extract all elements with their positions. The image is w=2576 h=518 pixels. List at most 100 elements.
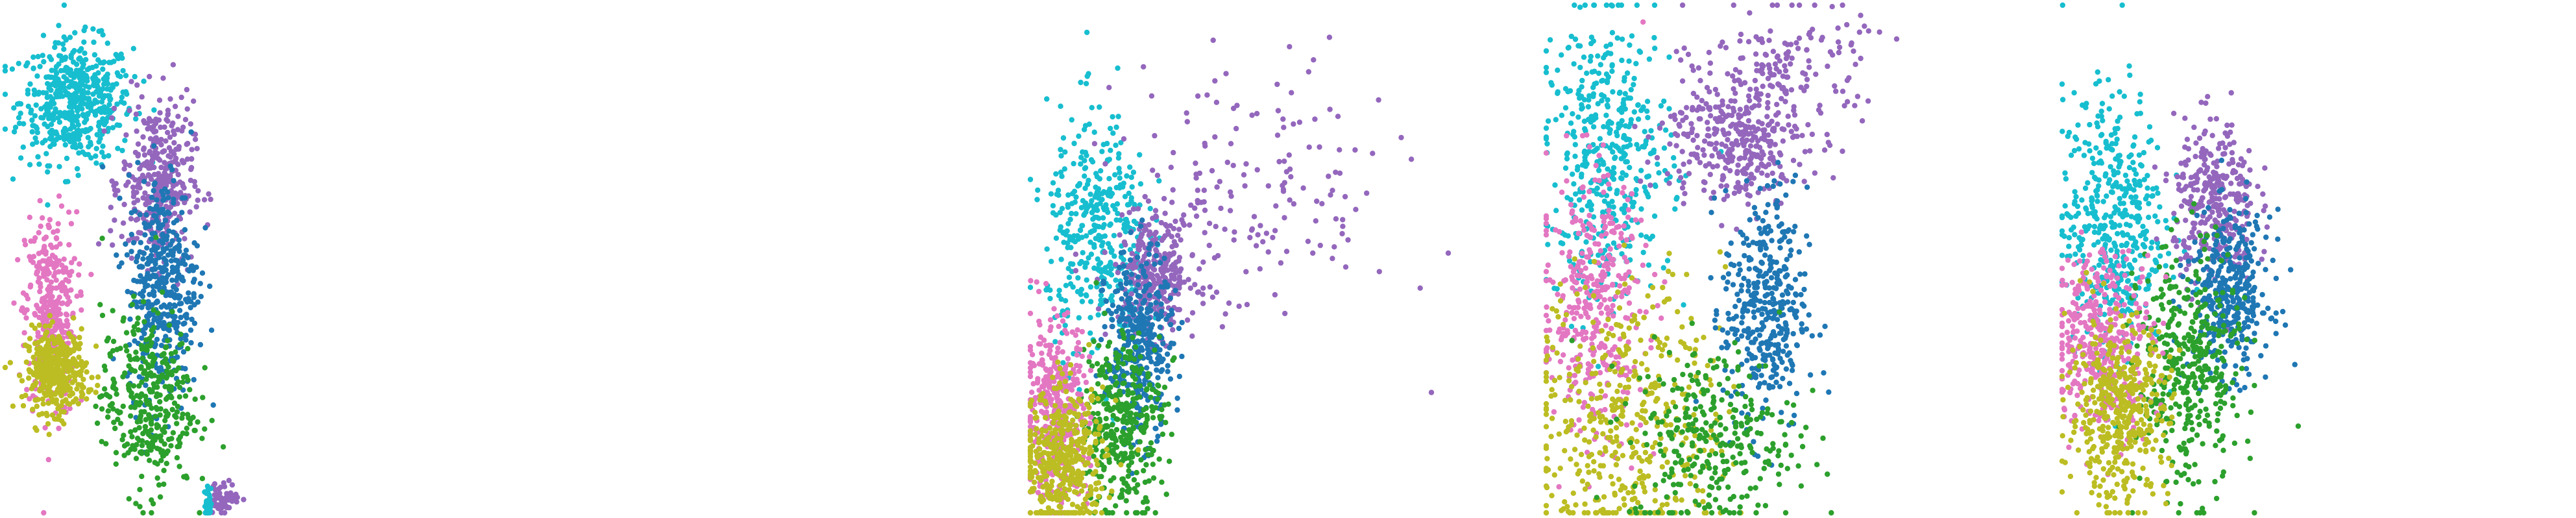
point	[106, 60, 112, 66]
point	[1109, 190, 1115, 197]
point	[1111, 442, 1117, 448]
point	[1127, 454, 1134, 460]
point	[26, 344, 32, 350]
point	[1408, 156, 1415, 162]
point	[140, 299, 147, 304]
point	[1071, 160, 1076, 167]
point	[41, 510, 47, 516]
point	[61, 46, 67, 53]
point	[132, 73, 138, 80]
point	[56, 119, 63, 125]
point	[12, 125, 19, 130]
point	[119, 437, 125, 443]
point	[183, 473, 189, 479]
point	[135, 160, 141, 166]
point	[1084, 277, 1089, 283]
point	[141, 79, 147, 84]
point	[1137, 412, 1143, 419]
point	[1118, 140, 1124, 145]
point	[1100, 278, 1106, 284]
point	[1049, 462, 1054, 469]
point	[160, 360, 165, 365]
point	[1080, 436, 1086, 441]
point	[1084, 388, 1090, 394]
point	[40, 258, 46, 264]
point	[163, 280, 169, 286]
point	[1398, 134, 1404, 141]
point	[188, 339, 194, 346]
point	[1103, 298, 1110, 304]
point	[47, 289, 53, 295]
point	[1128, 322, 1134, 328]
point	[105, 335, 112, 341]
point	[143, 417, 149, 423]
point	[1107, 222, 1113, 228]
point	[1034, 380, 1041, 386]
point	[165, 291, 171, 297]
point	[80, 364, 86, 371]
point	[1065, 245, 1071, 251]
point	[174, 421, 180, 426]
point	[1067, 362, 1074, 368]
point	[48, 279, 55, 285]
point	[18, 110, 23, 116]
point	[148, 447, 154, 453]
cluster-purple-3	[95, 62, 213, 288]
point	[171, 284, 176, 290]
point	[1034, 279, 1039, 285]
point	[1126, 432, 1133, 438]
point	[1097, 474, 1102, 480]
point	[208, 196, 213, 203]
point	[1574, 167, 1581, 173]
point	[114, 408, 120, 414]
point	[1125, 388, 1131, 393]
point	[165, 118, 171, 124]
point	[1174, 395, 1180, 401]
point	[1134, 367, 1140, 373]
point	[56, 164, 62, 169]
point	[163, 356, 169, 362]
point	[1603, 112, 1609, 118]
point	[1661, 98, 1667, 105]
point	[167, 96, 173, 102]
point	[1188, 202, 1194, 208]
point	[1054, 411, 1060, 417]
point	[121, 166, 127, 172]
point	[1075, 339, 1082, 345]
point	[1326, 173, 1331, 179]
point	[1209, 294, 1216, 300]
point	[31, 92, 38, 97]
point	[82, 50, 88, 56]
point	[1096, 267, 1102, 273]
point	[1150, 475, 1157, 481]
point	[112, 425, 118, 432]
point	[1200, 301, 1206, 306]
point	[1174, 407, 1180, 413]
point	[1095, 381, 1101, 387]
point	[27, 81, 33, 87]
point	[1144, 365, 1150, 371]
point	[154, 336, 160, 343]
point	[1054, 386, 1060, 391]
point	[93, 153, 99, 159]
point	[182, 393, 189, 399]
point	[55, 115, 61, 121]
point	[1104, 423, 1110, 428]
point	[143, 212, 149, 217]
point	[138, 413, 144, 419]
point	[1072, 402, 1078, 408]
point	[75, 113, 81, 119]
point	[1036, 388, 1042, 393]
point	[1233, 125, 1239, 132]
point	[67, 401, 73, 407]
point	[154, 393, 160, 399]
point	[163, 138, 169, 144]
point	[95, 123, 102, 129]
point	[1152, 261, 1158, 267]
point	[92, 97, 98, 103]
point	[1080, 406, 1087, 412]
point	[1092, 509, 1099, 515]
point	[1130, 335, 1136, 341]
point	[1044, 246, 1050, 252]
point	[151, 384, 158, 390]
